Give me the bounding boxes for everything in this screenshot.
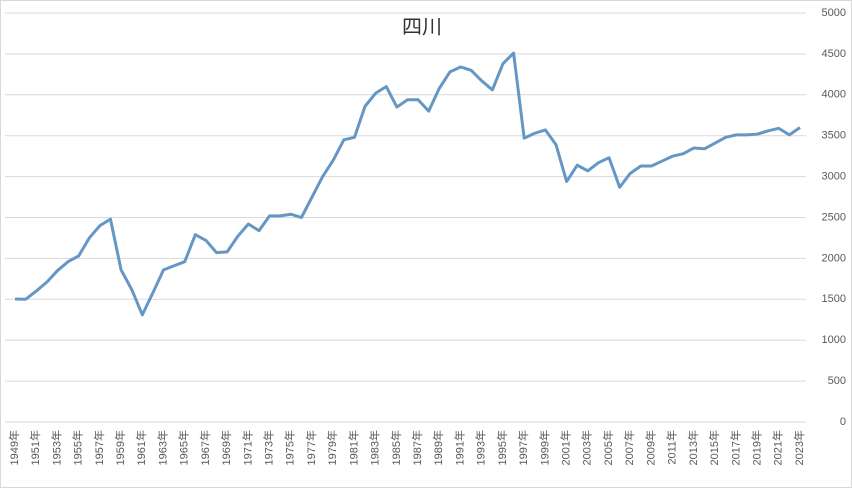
x-tick-label: 1955年 [71,430,85,465]
x-tick-label: 2013年 [686,430,700,465]
x-tick-label: 1953年 [49,430,63,465]
x-tick-label: 2015年 [707,430,721,465]
x-tick-label: 1979年 [325,430,339,465]
x-tick-label: 1991年 [452,430,466,465]
x-tick-label: 1975年 [283,430,297,465]
x-tick-label: 1999年 [537,430,551,465]
x-tick-label: 1993年 [474,430,488,465]
x-tick-label: 2019年 [749,430,763,465]
x-tick-label: 2003年 [580,430,594,465]
x-tick-label: 1983年 [368,430,382,465]
x-tick-label: 1965年 [177,430,191,465]
x-tick-label: 1963年 [155,430,169,465]
x-tick-label: 2005年 [601,430,615,465]
x-tick-label: 1967年 [198,430,212,465]
x-tick-label: 1985年 [389,430,403,465]
y-tick-label: 500 [828,375,846,387]
x-tick-label: 2023年 [792,430,806,465]
chart-title: 四川 [402,16,442,38]
x-tick-label: 1949年 [7,430,21,465]
x-tick-label: 1959年 [113,430,127,465]
x-tick-label: 1997年 [516,430,530,465]
x-tick-label: 2011年 [665,430,679,465]
x-tick-label: 1961年 [134,430,148,465]
y-tick-label: 1500 [822,293,846,305]
x-tick-label: 1971年 [240,430,254,465]
y-tick-label: 2000 [822,252,846,264]
x-tick-label: 1989年 [431,430,445,465]
x-tick-label: 1995年 [495,430,509,465]
y-tick-label: 3000 [822,171,846,183]
x-tick-label: 1973年 [262,430,276,465]
x-tick-label: 1957年 [92,430,106,465]
y-tick-label: 4000 [822,89,846,101]
x-tick-label: 2001年 [559,430,573,465]
x-tick-label: 2007年 [622,430,636,465]
x-tick-label: 1981年 [346,430,360,465]
x-tick-label: 2021年 [771,430,785,465]
x-tick-label: 1977年 [304,430,318,465]
y-tick-label: 0 [840,416,846,428]
x-tick-label: 1951年 [28,430,42,465]
y-tick-label: 2500 [822,211,846,223]
x-tick-label: 2009年 [643,430,657,465]
x-tick-label: 1969年 [219,430,233,465]
y-tick-label: 5000 [822,7,846,19]
y-tick-label: 1000 [822,334,846,346]
y-tick-label: 4500 [822,48,846,60]
x-tick-label: 2017年 [728,430,742,465]
x-tick-label: 1987年 [410,430,424,465]
line-series [14,51,801,317]
y-tick-label: 3500 [822,130,846,142]
